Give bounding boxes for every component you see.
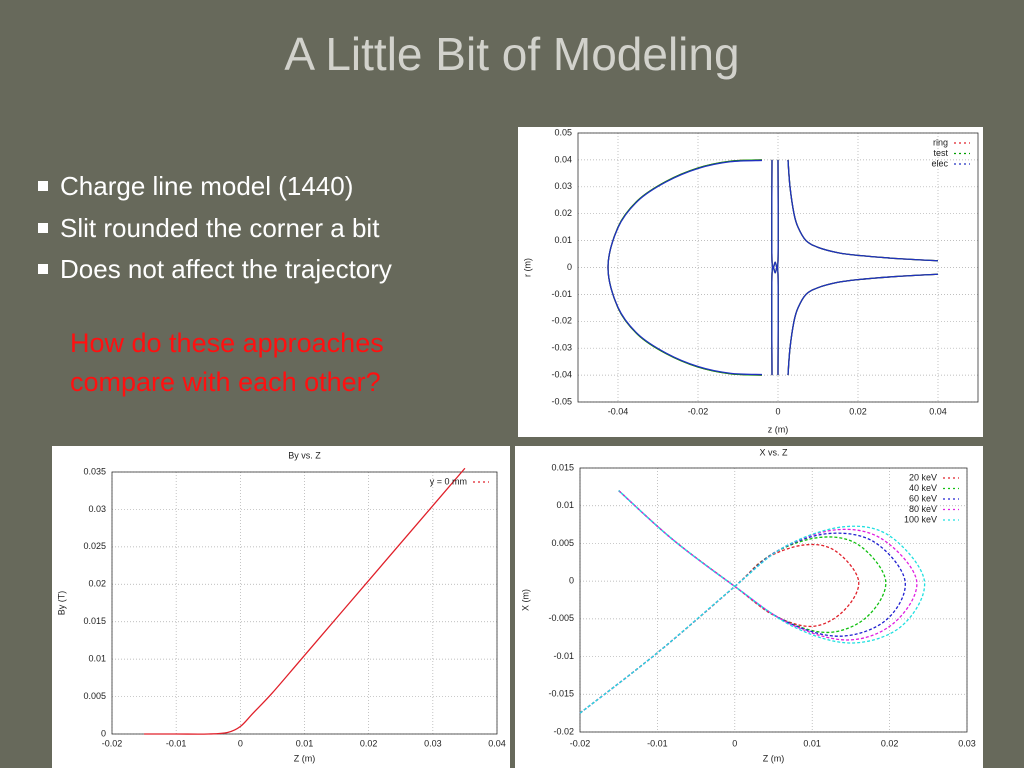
y-tick-label: -0.02 <box>553 726 574 736</box>
y-tick-label: 0.01 <box>88 654 106 664</box>
y-tick-label: -0.01 <box>551 289 572 299</box>
y-tick-label: 0.04 <box>554 154 572 164</box>
x-tick-label: 0.01 <box>296 738 314 748</box>
x-tick-label: -0.02 <box>570 738 591 748</box>
legend-label: ring <box>933 137 948 147</box>
y-tick-label: -0.05 <box>551 396 572 406</box>
plot-frame <box>579 467 968 733</box>
y-tick-label: 0.01 <box>554 235 572 245</box>
y-axis-label: r (m) <box>522 258 532 277</box>
x-tick-label: 0.02 <box>360 738 378 748</box>
x-tick-label: 0.02 <box>881 738 899 748</box>
plot-frame <box>577 132 979 403</box>
chart-panel <box>518 127 983 437</box>
legend-label: 40 keV <box>909 483 937 493</box>
legend-label: y = 0 mm <box>430 476 467 486</box>
series-line <box>144 467 466 735</box>
slide-title: A Little Bit of Modeling <box>284 28 739 80</box>
y-axis-label: By (T) <box>56 591 66 616</box>
y-tick-label: 0.05 <box>554 127 572 137</box>
y-tick-label: -0.005 <box>548 613 574 623</box>
legend-label: elec <box>931 158 948 168</box>
question-line: compare with each other? <box>70 367 381 397</box>
x-tick-label: 0.01 <box>803 738 821 748</box>
chart-panel <box>515 446 983 768</box>
y-tick-label: 0.02 <box>554 208 572 218</box>
y-tick-label: -0.015 <box>548 689 574 699</box>
y-tick-label: 0 <box>569 576 574 586</box>
series-line <box>607 159 939 376</box>
y-tick-label: -0.02 <box>551 316 572 326</box>
x-tick-label: 0.03 <box>958 738 976 748</box>
x-tick-label: -0.01 <box>166 738 187 748</box>
legend-label: 20 keV <box>909 472 937 482</box>
legend-label: test <box>933 148 948 158</box>
x-axis-label: Z (m) <box>294 753 316 763</box>
x-tick-label: 0 <box>775 406 780 416</box>
question-line: How do these approaches <box>70 328 384 358</box>
x-tick-label: 0.04 <box>929 406 947 416</box>
y-tick-label: 0.035 <box>83 466 106 476</box>
bullet-marker <box>38 264 48 274</box>
legend-label: 80 keV <box>909 504 937 514</box>
legend-label: 60 keV <box>909 493 937 503</box>
y-tick-label: 0.005 <box>551 538 574 548</box>
x-tick-label: -0.04 <box>608 406 629 416</box>
y-tick-label: 0 <box>101 728 106 738</box>
chart-panel <box>52 446 510 768</box>
y-tick-label: 0 <box>567 262 572 272</box>
y-tick-label: 0.025 <box>83 541 106 551</box>
series-line <box>579 490 926 714</box>
x-tick-label: 0.04 <box>488 738 506 748</box>
chart-title: By vs. Z <box>288 450 321 460</box>
y-tick-label: 0.03 <box>88 504 106 514</box>
y-tick-label: 0.02 <box>88 579 106 589</box>
chart-title: X vs. Z <box>759 447 788 457</box>
bullet-marker <box>38 223 48 233</box>
x-tick-label: -0.01 <box>647 738 668 748</box>
legend-label: 100 keV <box>904 514 937 524</box>
bullet: Does not affect the trajectory <box>60 254 392 284</box>
bullet: Slit rounded the corner a bit <box>60 213 380 243</box>
y-tick-label: 0.03 <box>554 181 572 191</box>
x-tick-label: 0.03 <box>424 738 442 748</box>
x-tick-label: 0 <box>238 738 243 748</box>
y-tick-label: -0.01 <box>553 651 574 661</box>
y-tick-label: 0.015 <box>83 616 106 626</box>
y-tick-label: -0.03 <box>551 343 572 353</box>
y-tick-label: -0.04 <box>551 369 572 379</box>
y-axis-label: X (m) <box>520 589 530 611</box>
x-axis-label: z (m) <box>768 424 789 434</box>
x-tick-label: 0 <box>732 738 737 748</box>
x-axis-label: Z (m) <box>763 753 785 763</box>
x-tick-label: -0.02 <box>688 406 709 416</box>
x-tick-label: -0.02 <box>102 738 123 748</box>
y-tick-label: 0.015 <box>551 462 574 472</box>
bullet: Charge line model (1440) <box>60 171 353 201</box>
y-tick-label: 0.005 <box>83 691 106 701</box>
plot-frame <box>111 471 498 735</box>
x-tick-label: 0.02 <box>849 406 867 416</box>
y-tick-label: 0.01 <box>556 500 574 510</box>
bullet-marker <box>38 181 48 191</box>
